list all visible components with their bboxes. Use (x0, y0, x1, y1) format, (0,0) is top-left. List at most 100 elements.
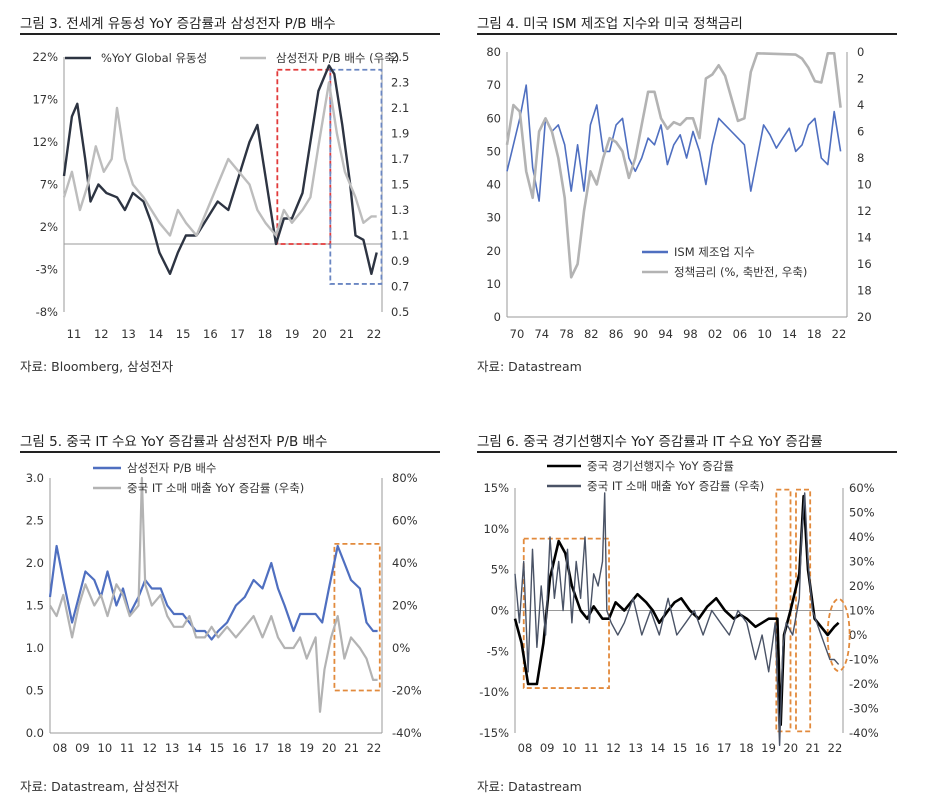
x-tick-label: 08 (53, 741, 68, 755)
title-rule (477, 33, 897, 35)
x-tick-label: 09 (75, 741, 90, 755)
y-left-tick-label: 80 (486, 45, 501, 59)
x-tick-label: 11 (584, 741, 599, 755)
legend-label: 중국 IT 소매 매출 YoY 증감률 (우축) (127, 481, 304, 495)
x-tick-label: 16 (695, 741, 710, 755)
y-right-tick-label: 0.9 (391, 254, 409, 268)
x-tick-label: 09 (540, 741, 555, 755)
y-left-tick-label: 2.5 (26, 514, 44, 528)
chart-panel-fig3: 그림 3. 전세계 유동성 YoY 증감률과 삼성전자 P/B 배수 22% 17… (20, 0, 440, 390)
x-tick-label: 19 (299, 741, 314, 755)
x-tick-label: 18 (258, 327, 273, 341)
chart-title: 그림 3. 전세계 유동성 YoY 증감률과 삼성전자 P/B 배수 (20, 16, 336, 32)
x-tick-label: 17 (255, 741, 270, 755)
y-right-tick-label: -30% (849, 702, 879, 716)
x-tick-label: 02 (708, 327, 723, 341)
legend-label: 중국 IT 소매 매출 YoY 증감률 (우축) (587, 479, 764, 493)
legend-label: 정책금리 (%, 축반전, 우축) (674, 265, 807, 279)
x-tick-label: 11 (120, 741, 135, 755)
y-left-tick-label: 0.0 (26, 726, 44, 740)
x-tick-label: 13 (121, 327, 136, 341)
x-tick-label: 14 (782, 327, 797, 341)
series-line-0 (62, 64, 378, 275)
legend-label: 중국 경기선행지수 YoY 증감률 (587, 459, 734, 473)
y-right-tick-label: 40% (392, 556, 418, 570)
y-left-tick-label: -15% (479, 726, 509, 740)
y-right-tick-label: 2.5 (391, 50, 409, 64)
y-right-tick-label: 10% (849, 604, 875, 618)
y-right-tick-label: -40% (849, 726, 879, 740)
x-tick-label: 14 (651, 741, 666, 755)
chart-title: 그림 4. 미국 ISM 제조업 지수와 미국 정책금리 (477, 16, 743, 32)
y-right-tick-label: 1.3 (391, 203, 409, 217)
x-tick-label: 08 (518, 741, 533, 755)
y-left-tick-label: 5% (491, 563, 509, 577)
y-right-tick-label: 60% (392, 514, 418, 528)
y-right-tick-label: 10 (857, 178, 872, 192)
x-tick-label: 70 (510, 327, 525, 341)
y-left-tick-label: 3.0 (26, 471, 44, 485)
y-right-tick-label: 16 (857, 257, 872, 271)
x-tick-label: 17 (717, 741, 732, 755)
x-tick-label: 19 (285, 327, 300, 341)
chart-title: 그림 5. 중국 IT 수요 YoY 증감률과 삼성전자 P/B 배수 (20, 434, 328, 450)
x-tick-label: 17 (230, 327, 245, 341)
y-right-tick-label: 50% (849, 506, 875, 520)
title-rule (20, 451, 440, 453)
x-tick-label: 74 (534, 327, 549, 341)
y-left-tick-label: 20 (486, 244, 501, 258)
x-tick-label: 10 (562, 741, 577, 755)
x-tick-label: 13 (628, 741, 643, 755)
source-note: 자료: Datastream (477, 779, 582, 794)
y-right-tick-label: 1.9 (391, 127, 409, 141)
x-tick-label: 18 (807, 327, 822, 341)
y-left-tick-label: 1.5 (26, 599, 44, 613)
chart-canvas: 15% 10% 5% 0% -5% -10% -15% 60% 50% 40% 30% 20% 10% 0… (479, 459, 879, 755)
y-right-tick-label: 2.3 (391, 76, 409, 90)
x-tick-label: 14 (148, 327, 163, 341)
x-tick-label: 20 (322, 741, 337, 755)
chart-panel-fig4: 그림 4. 미국 ISM 제조업 지수와 미국 정책금리 80 70 60 50 40 3… (477, 0, 897, 390)
y-right-tick-label: 1.5 (391, 178, 409, 192)
y-right-tick-label: 0.5 (391, 305, 409, 319)
x-tick-label: 11 (67, 327, 82, 341)
source-note: 자료: Datastream (477, 359, 582, 374)
x-tick-label: 15 (210, 741, 225, 755)
y-left-tick-label: 40 (486, 178, 501, 192)
title-rule (20, 33, 440, 35)
series-line-1 (49, 476, 378, 713)
y-right-tick-label: 0% (849, 628, 867, 642)
series-line-1 (514, 492, 840, 746)
y-left-tick-label: 0% (491, 604, 509, 618)
y-right-tick-label: 20% (392, 599, 418, 613)
source-note: 자료: Datastream, 삼성전자 (20, 779, 179, 794)
y-right-tick-label: 1.1 (391, 229, 409, 243)
chart-canvas: 3.0 2.5 2.0 1.5 1.0 0.5 0.0 80% 60% 40% 20% 0% -20% -… (26, 461, 422, 755)
y-right-tick-label: -20% (392, 684, 422, 698)
highlight-box (329, 68, 383, 285)
y-right-tick-label: 20 (857, 310, 872, 324)
y-right-tick-label: 8 (857, 151, 864, 165)
y-left-tick-label: 60 (486, 111, 501, 125)
y-left-tick-label: -5% (487, 644, 509, 658)
y-left-tick-label: 50 (486, 144, 501, 158)
title-rule (477, 451, 897, 453)
x-tick-label: 22 (367, 741, 382, 755)
y-left-tick-label: 0 (494, 310, 501, 324)
x-tick-label: 22 (828, 741, 843, 755)
chart-panel-fig6: 그림 6. 중국 경기선행지수 YoY 증감률과 IT 수요 YoY 증감률 1… (477, 420, 897, 812)
x-tick-label: 94 (658, 327, 673, 341)
x-tick-label: 90 (634, 327, 649, 341)
y-right-tick-label: 4 (857, 98, 864, 112)
x-tick-label: 12 (606, 741, 621, 755)
chart-canvas: 22% 17% 12% 7% 2% -3% -8% 2.5 2.3 2.1 1.9 1.7 1.5 1.3… (32, 50, 409, 341)
series-line-0 (48, 544, 378, 641)
x-tick-label: 16 (203, 327, 218, 341)
y-right-tick-label: 2 (857, 72, 864, 86)
y-left-tick-label: 7% (40, 178, 58, 192)
y-left-tick-label: 10% (483, 522, 509, 536)
x-tick-label: 21 (806, 741, 821, 755)
x-tick-label: 82 (584, 327, 599, 341)
y-right-tick-label: 80% (392, 471, 418, 485)
